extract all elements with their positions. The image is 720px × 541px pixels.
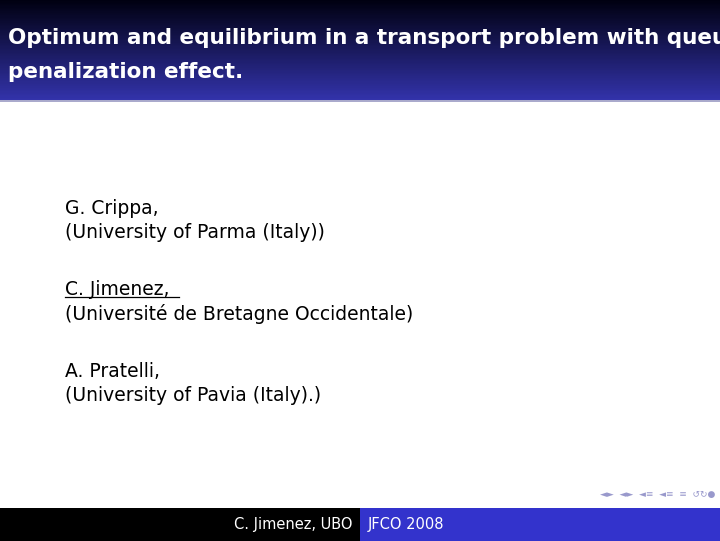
Bar [0,79,720,80]
Bar [0,8,720,9]
Bar [0,85,720,86]
Bar [0,59,720,60]
Bar [0,34,720,35]
Bar [0,77,720,79]
Text: JFCO 2008: JFCO 2008 [368,517,444,532]
Bar [0,88,720,89]
Bar [0,82,720,84]
Bar [0,37,720,39]
Text: ◄►  ◄►  ◄≡  ◄≡  ≡  ↺↻●: ◄► ◄► ◄≡ ◄≡ ≡ ↺↻● [600,490,715,498]
Bar [0,51,720,52]
Bar [0,99,720,100]
Bar [0,14,720,15]
Text: Optimum and equilibrium in a transport problem with queue: Optimum and equilibrium in a transport p… [8,28,720,48]
Bar [0,64,720,65]
Bar [0,100,720,102]
Bar [0,91,720,93]
Bar [0,35,720,36]
Bar [0,71,720,72]
Bar [0,89,720,90]
Bar [0,76,720,77]
Bar [0,0,720,1]
Bar [0,4,720,5]
Bar [0,84,720,85]
Bar [0,17,720,19]
Bar [0,65,720,66]
Bar [0,50,720,51]
Bar [360,508,720,541]
Text: (Université de Bretagne Occidentale): (Université de Bretagne Occidentale) [65,304,413,324]
Bar [0,43,720,44]
Bar [0,39,720,40]
Bar [0,68,720,69]
Bar [0,55,720,56]
Bar [0,97,720,99]
Bar [0,63,720,64]
Bar [0,46,720,48]
Bar [0,21,720,23]
Text: C. Jimenez, UBO: C. Jimenez, UBO [233,517,352,532]
Bar [0,70,720,71]
Bar [0,69,720,70]
Bar [0,10,720,11]
Bar [0,56,720,57]
Bar [0,32,720,34]
Bar [0,80,720,81]
Bar [0,96,720,97]
Text: C. Jimenez,: C. Jimenez, [65,280,169,299]
Bar [0,24,720,25]
Bar [0,81,720,82]
Bar [0,95,720,96]
Bar [0,90,720,91]
Bar [0,27,720,28]
Bar [0,52,720,54]
Bar [0,54,720,55]
Bar [0,66,720,68]
Bar [0,41,720,43]
Bar [0,19,720,20]
Bar [0,3,720,4]
Bar [0,20,720,21]
Bar [0,11,720,12]
Bar [0,25,720,27]
Bar [0,61,720,63]
Bar [0,74,720,75]
Text: penalization effect.: penalization effect. [8,62,243,82]
Bar [0,28,720,29]
Bar [0,9,720,10]
Bar [0,508,360,541]
Bar [0,40,720,41]
Bar [0,86,720,88]
Bar [0,36,720,37]
Bar [0,6,720,8]
Bar [0,30,720,31]
Bar [0,5,720,6]
Bar [0,31,720,32]
Bar [0,12,720,14]
Bar [0,44,720,45]
Bar [0,49,720,50]
Bar [0,94,720,95]
Bar [0,1,720,3]
Bar [0,57,720,59]
Bar [0,45,720,46]
Bar [0,23,720,24]
Bar [0,15,720,16]
Text: (University of Pavia (Italy).): (University of Pavia (Italy).) [65,386,321,405]
Bar [0,16,720,17]
Bar [0,48,720,49]
Bar [0,93,720,94]
Text: G. Crippa,: G. Crippa, [65,199,158,217]
Bar [0,60,720,61]
Text: A. Pratelli,: A. Pratelli, [65,362,160,381]
Bar [0,29,720,30]
Text: (University of Parma (Italy)): (University of Parma (Italy)) [65,223,325,242]
Bar [0,75,720,76]
Bar [0,72,720,74]
